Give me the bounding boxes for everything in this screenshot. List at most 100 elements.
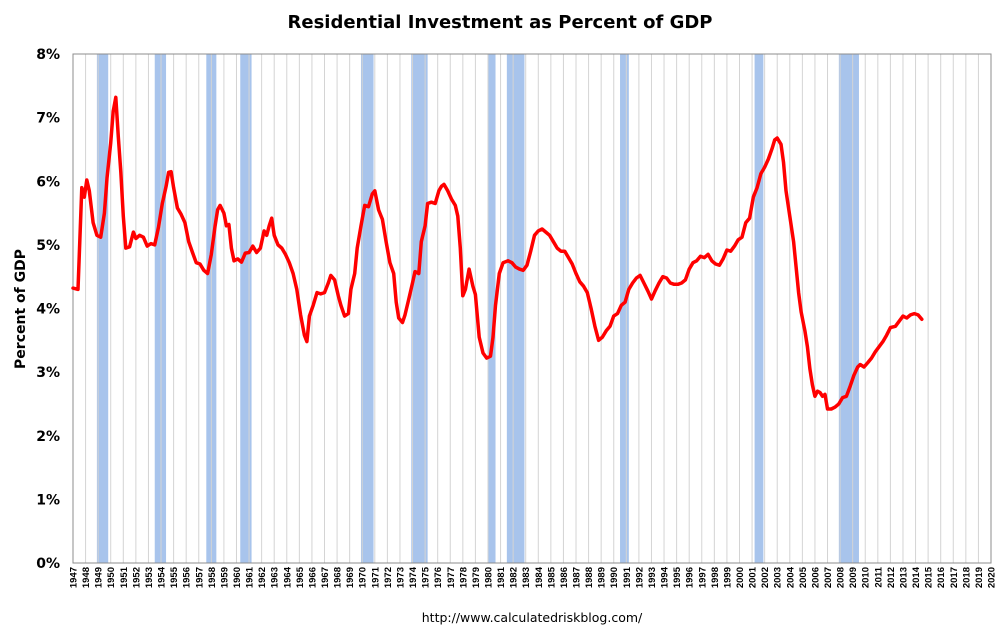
y-tick-label: 5% <box>36 238 60 254</box>
recession-band-9 <box>754 54 764 563</box>
plot-area-border <box>72 53 992 564</box>
x-tick-label: 1959 <box>219 567 230 588</box>
x-tick-label: 1966 <box>307 567 318 588</box>
x-tick-label: 1999 <box>722 567 733 588</box>
x-tick-label: 2006 <box>810 567 821 588</box>
recession-band-8 <box>620 54 629 563</box>
x-tick-label: 1970 <box>358 567 369 588</box>
x-tick-label: 2008 <box>836 567 847 588</box>
x-tick-label: 1992 <box>634 567 645 588</box>
x-tick-label: 1993 <box>647 567 658 588</box>
x-tick-label: 1962 <box>257 567 268 588</box>
x-tick-label: 2010 <box>861 567 872 588</box>
x-tick-label: 1976 <box>433 567 444 588</box>
x-tick-label: 1995 <box>672 566 683 588</box>
x-tick-label: 1978 <box>458 567 469 588</box>
y-tick-label: 6% <box>36 174 60 190</box>
x-tick-label: 2018 <box>961 567 972 588</box>
x-tick-label: 2009 <box>848 567 859 588</box>
x-tick-label: 1963 <box>270 567 281 588</box>
x-tick-label: 1950 <box>106 567 117 588</box>
y-axis-ticks: 0% 1% 2% 3% 4% 5% 6% 7% 8% <box>36 47 60 572</box>
x-tick-label: 1981 <box>496 566 507 588</box>
x-tick-label: 2019 <box>974 567 985 588</box>
recession-band-3 <box>240 54 252 563</box>
x-tick-label: 2000 <box>735 567 746 588</box>
y-tick-label: 8% <box>36 47 60 63</box>
x-tick-label: 1956 <box>182 567 193 588</box>
x-tick-label: 1998 <box>710 567 721 588</box>
x-tick-label: 1975 <box>421 566 432 588</box>
x-tick-label: 2002 <box>760 567 771 588</box>
x-tick-label: 1979 <box>471 567 482 588</box>
series-line-residential-investment <box>71 95 924 411</box>
recession-band-0 <box>96 54 109 563</box>
x-tick-label: 1954 <box>157 566 168 588</box>
x-tick-label: 2005 <box>798 566 809 588</box>
x-tick-label: 1947 <box>69 567 80 588</box>
x-tick-label: 2015 <box>924 566 935 588</box>
x-tick-label: 1989 <box>597 567 608 588</box>
x-tick-label: 1953 <box>144 567 155 588</box>
x-tick-label: 1997 <box>697 567 708 588</box>
x-tick-label: 2013 <box>898 567 909 588</box>
y-tick-label: 0% <box>36 556 60 572</box>
x-tick-label: 1986 <box>559 567 570 588</box>
recession-band-4 <box>360 54 374 563</box>
y-tick-label: 3% <box>36 365 60 381</box>
chart-title: Residential Investment as Percent of GDP <box>288 12 713 33</box>
x-tick-label: 1996 <box>685 567 696 588</box>
x-tick-label: 1965 <box>295 566 306 588</box>
x-tick-label: 1968 <box>333 567 344 588</box>
y-tick-label: 4% <box>36 302 60 318</box>
x-tick-label: 2011 <box>873 566 884 587</box>
recession-band-5 <box>411 54 428 563</box>
x-tick-label: 1980 <box>483 567 494 588</box>
x-tick-label: 1949 <box>94 567 105 588</box>
x-tick-label: 1984 <box>534 566 545 588</box>
x-tick-label: 1991 <box>622 566 633 588</box>
y-tick-label: 2% <box>36 429 60 445</box>
x-tick-label: 1957 <box>194 567 205 588</box>
x-tick-label: 2016 <box>936 567 947 588</box>
x-tick-label: 1990 <box>609 567 620 588</box>
recession-band-10 <box>838 54 859 563</box>
x-tick-label: 1974 <box>408 566 419 588</box>
x-tick-label: 2014 <box>911 566 922 588</box>
x-tick-label: 1973 <box>395 567 406 588</box>
x-tick-label: 1951 <box>119 566 130 588</box>
x-tick-label: 2004 <box>785 566 796 588</box>
recession-band-6 <box>487 54 496 563</box>
x-tick-label: 1982 <box>509 567 520 588</box>
x-tick-label: 1977 <box>446 567 457 588</box>
x-tick-label: 1955 <box>169 566 180 588</box>
x-tick-label: 2020 <box>987 567 998 588</box>
x-tick-label: 1971 <box>370 566 381 588</box>
vertical-gridlines <box>85 54 979 563</box>
x-tick-label: 1967 <box>320 567 331 588</box>
y-tick-label: 7% <box>36 111 60 127</box>
x-tick-label: 2003 <box>773 567 784 588</box>
x-tick-label: 1987 <box>572 567 583 588</box>
x-tick-label: 1969 <box>345 567 356 588</box>
x-tick-label: 2017 <box>949 567 960 588</box>
recession-band-1 <box>154 54 167 563</box>
y-tick-label: 1% <box>36 492 60 508</box>
y-axis-label: Percent of GDP <box>13 249 29 369</box>
x-tick-label: 1958 <box>207 567 218 588</box>
x-tick-label: 1952 <box>131 567 142 588</box>
x-tick-label: 1948 <box>81 567 92 588</box>
x-tick-label: 1983 <box>521 567 532 588</box>
source-footer: http://www.calculatedriskblog.com/ <box>422 610 643 625</box>
x-tick-label: 2007 <box>823 567 834 588</box>
x-tick-label: 1972 <box>383 567 394 588</box>
x-tick-label: 2012 <box>886 567 897 588</box>
x-tick-label: 1994 <box>660 566 671 588</box>
x-tick-label: 1964 <box>282 566 293 588</box>
x-tick-label: 1960 <box>232 567 243 588</box>
x-tick-label: 1985 <box>546 566 557 588</box>
x-tick-label: 2001 <box>748 566 759 588</box>
x-axis-ticks: 1947 1948 1949 1950 1951 1952 1953 1954 1955 1956… <box>69 566 998 588</box>
x-tick-label: 1988 <box>584 567 595 588</box>
